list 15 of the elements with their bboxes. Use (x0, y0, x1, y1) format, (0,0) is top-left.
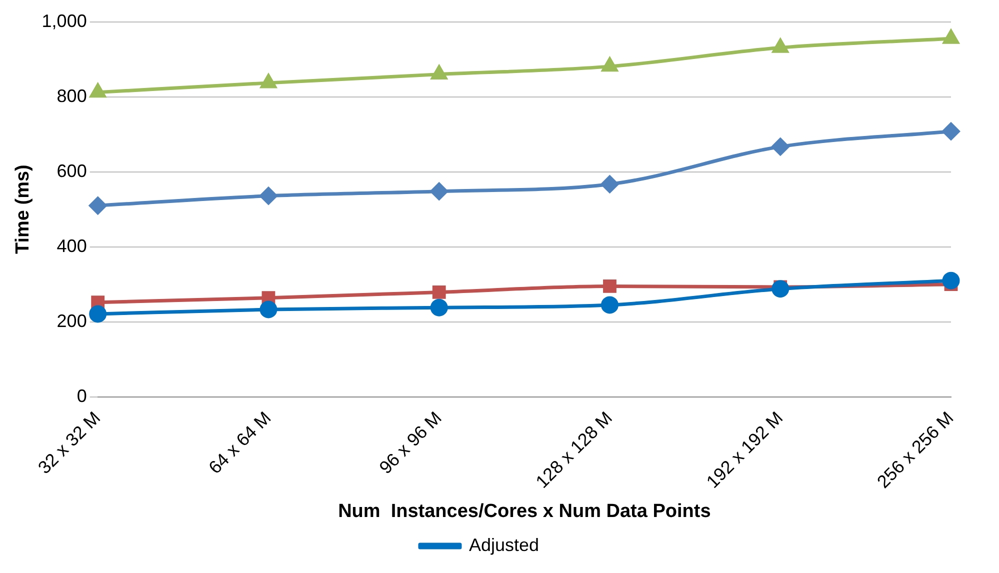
x-tick-label: 96 x 96 M (375, 408, 446, 478)
x-tick-label: 192 x 192 M (702, 408, 787, 492)
y-tick-label: 400 (56, 236, 87, 256)
x-axis-title: Num Instances/Cores x Num Data Points (338, 500, 711, 522)
y-tick-label: 0 (76, 386, 87, 406)
x-tick-label: 64 x 64 M (204, 408, 275, 478)
x-tick-label: 128 x 128 M (532, 408, 616, 492)
y-tick-label: 600 (56, 160, 87, 181)
legend-label: Adjusted (468, 534, 540, 555)
y-tick-label: 200 (56, 310, 87, 331)
x-tick-label: 256 x 256 M (873, 408, 958, 492)
x-tick-label: 32 x 32 M (34, 408, 104, 478)
y-tick-label: 800 (56, 86, 87, 106)
y-tick-label: 1,000 (42, 10, 87, 31)
y-axis-title: Time (ms) (12, 164, 34, 254)
